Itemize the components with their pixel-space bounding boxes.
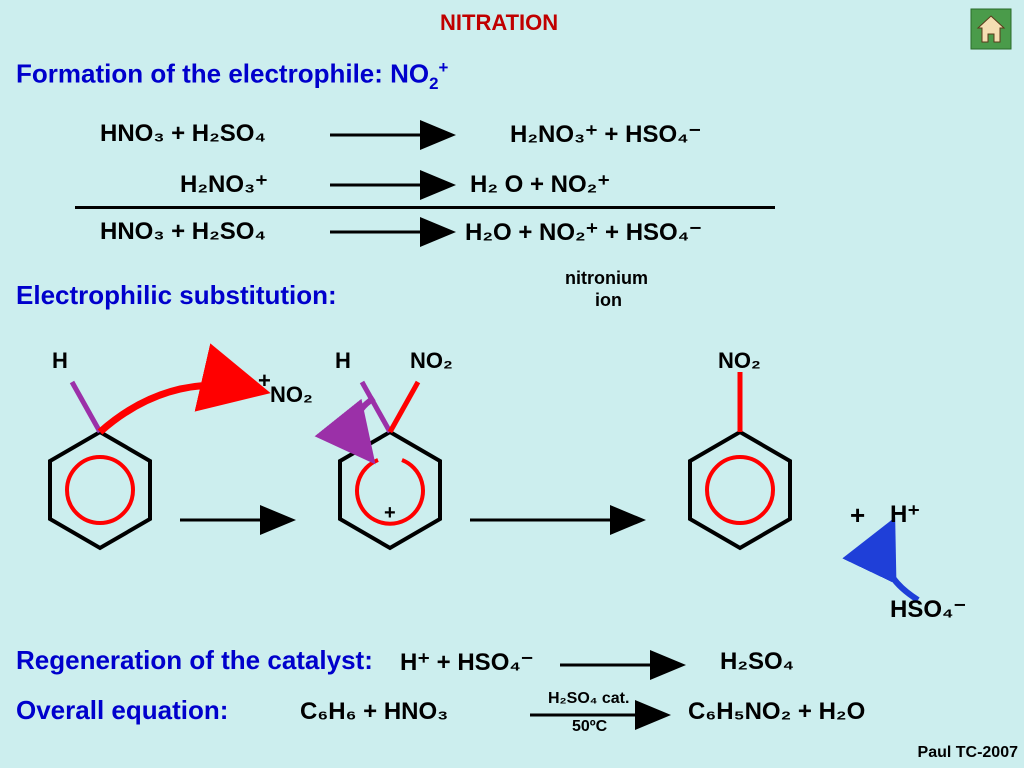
regen-left: H⁺ + HSO₄⁻ [400,648,533,677]
label-plus-final: + [850,500,865,531]
label-HSO4: HSO₄⁻ [890,595,966,624]
label-H-2: H [335,348,351,374]
label-NO2-mid: NO₂ [410,348,453,374]
label-Hplus: H⁺ [890,500,920,529]
overall-cat2: 50ºC [572,718,607,736]
credit: Paul TC-2007 [918,744,1018,762]
label-NO2-final: NO₂ [718,348,761,374]
overall-left: C₆H₆ + HNO₃ [300,698,448,726]
section-overall: Overall equation: [16,695,228,726]
regen-right: H₂SO₄ [720,648,794,676]
label-H-1: H [52,348,68,374]
label-plus-ring: + [384,502,396,525]
label-NO2plus-sup: + [258,368,271,394]
overall-right: C₆H₅NO₂ + H₂O [688,698,865,726]
section-regeneration: Regeneration of the catalyst: [16,645,373,676]
overall-cat1: H₂SO₄ cat. [548,690,629,708]
label-NO2plus: NO₂ [270,382,313,408]
